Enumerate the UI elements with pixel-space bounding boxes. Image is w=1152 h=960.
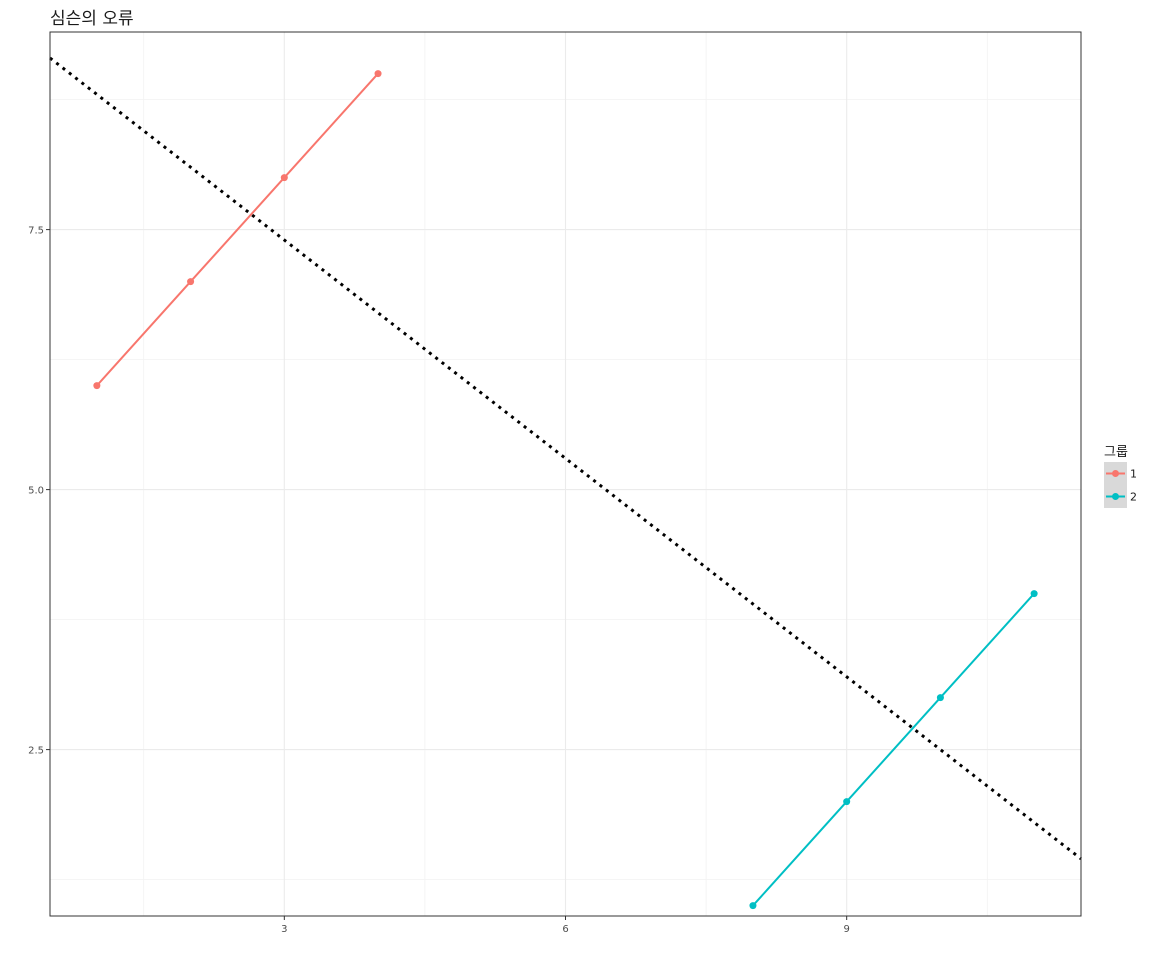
legend-key-point-1 <box>1112 470 1119 477</box>
x-tick-label: 6 <box>562 924 568 935</box>
series-point-1 <box>374 70 382 78</box>
y-tick-label: 2.5 <box>28 746 44 757</box>
series-line-1 <box>96 72 379 387</box>
series-point-2 <box>843 798 851 806</box>
legend-key-point-2 <box>1112 493 1119 500</box>
y-tick-label: 5.0 <box>28 486 44 497</box>
legend-layer: 그룹1 2 <box>1104 445 1137 508</box>
series-line-2 <box>752 592 1035 907</box>
legend-title: 그룹 <box>1104 445 1128 460</box>
series-point-1 <box>93 382 101 390</box>
legend-label-2: 2 <box>1130 491 1137 504</box>
trend-layer <box>49 56 1082 860</box>
overall-trend-line <box>49 56 1082 860</box>
x-tick-label: 3 <box>281 924 287 935</box>
y-tick-label: 7.5 <box>28 226 44 237</box>
axis-layer: 3 6 9 2.5 5.0 7.5 <box>28 226 850 935</box>
series-layer <box>93 70 1038 910</box>
chart-title: 심슨의 오류 <box>50 9 134 29</box>
series-point-2 <box>749 902 757 910</box>
series-point-1 <box>187 278 195 286</box>
x-tick-label: 9 <box>843 924 849 935</box>
series-point-2 <box>1030 590 1038 598</box>
series-point-2 <box>936 694 944 702</box>
series-point-1 <box>280 174 288 182</box>
legend-label-1: 1 <box>1130 468 1137 481</box>
grid-layer <box>50 32 1081 916</box>
